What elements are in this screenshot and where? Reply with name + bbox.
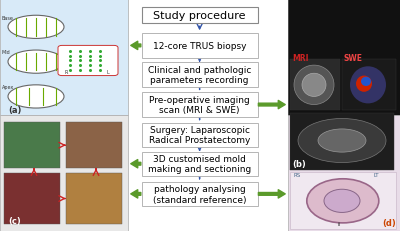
Ellipse shape xyxy=(318,129,366,152)
FancyBboxPatch shape xyxy=(58,46,118,76)
Ellipse shape xyxy=(324,189,360,213)
Ellipse shape xyxy=(294,66,334,105)
Text: (a): (a) xyxy=(8,105,21,114)
Ellipse shape xyxy=(8,85,64,109)
Text: RS: RS xyxy=(294,173,301,178)
Text: ii: ii xyxy=(338,221,341,226)
FancyArrowPatch shape xyxy=(258,190,285,198)
Text: (d): (d) xyxy=(382,218,396,227)
FancyBboxPatch shape xyxy=(290,113,394,170)
FancyBboxPatch shape xyxy=(142,152,258,176)
Text: Surgery: Laparoscopic
Radical Prostatectomy: Surgery: Laparoscopic Radical Prostatect… xyxy=(149,125,250,145)
Ellipse shape xyxy=(361,77,371,87)
FancyBboxPatch shape xyxy=(142,93,258,117)
FancyBboxPatch shape xyxy=(288,116,400,231)
FancyBboxPatch shape xyxy=(142,8,258,24)
Text: Apex: Apex xyxy=(2,85,14,90)
Ellipse shape xyxy=(298,119,386,163)
FancyArrowPatch shape xyxy=(131,42,141,50)
Ellipse shape xyxy=(8,51,64,74)
FancyArrowPatch shape xyxy=(131,190,141,198)
FancyBboxPatch shape xyxy=(290,60,340,111)
FancyBboxPatch shape xyxy=(142,34,258,58)
Text: MRI: MRI xyxy=(292,54,308,63)
Ellipse shape xyxy=(8,16,64,39)
FancyArrowPatch shape xyxy=(258,101,285,109)
FancyBboxPatch shape xyxy=(0,0,128,116)
Text: R: R xyxy=(65,70,68,74)
FancyBboxPatch shape xyxy=(290,172,396,229)
Text: Pre-operative imaging
scan (MRI & SWE): Pre-operative imaging scan (MRI & SWE) xyxy=(149,95,250,115)
Text: 12-core TRUS biopsy: 12-core TRUS biopsy xyxy=(153,42,246,51)
Text: 3D customised mold
making and sectioning: 3D customised mold making and sectioning xyxy=(148,154,251,174)
FancyBboxPatch shape xyxy=(142,123,258,147)
FancyBboxPatch shape xyxy=(66,173,122,224)
FancyBboxPatch shape xyxy=(288,0,400,116)
Text: (c): (c) xyxy=(8,216,21,225)
FancyArrowPatch shape xyxy=(131,160,141,168)
FancyBboxPatch shape xyxy=(0,116,128,231)
FancyBboxPatch shape xyxy=(4,122,60,169)
Text: Study procedure: Study procedure xyxy=(153,11,246,21)
FancyBboxPatch shape xyxy=(142,182,258,206)
Text: Base: Base xyxy=(2,15,14,21)
Text: L: L xyxy=(106,70,109,74)
FancyBboxPatch shape xyxy=(142,63,258,87)
Text: Mid: Mid xyxy=(2,50,11,55)
FancyBboxPatch shape xyxy=(66,122,122,169)
Ellipse shape xyxy=(302,74,326,97)
FancyBboxPatch shape xyxy=(4,173,60,224)
Ellipse shape xyxy=(356,76,372,92)
Ellipse shape xyxy=(350,67,386,104)
FancyBboxPatch shape xyxy=(342,60,396,111)
Text: pathology analysing
(standard reference): pathology analysing (standard reference) xyxy=(153,184,246,204)
Text: Clinical and pathologic
parameters recording: Clinical and pathologic parameters recor… xyxy=(148,65,251,85)
Text: LT: LT xyxy=(374,173,380,178)
Ellipse shape xyxy=(307,179,379,223)
Text: (b): (b) xyxy=(292,160,306,169)
Text: SWE: SWE xyxy=(344,54,363,63)
